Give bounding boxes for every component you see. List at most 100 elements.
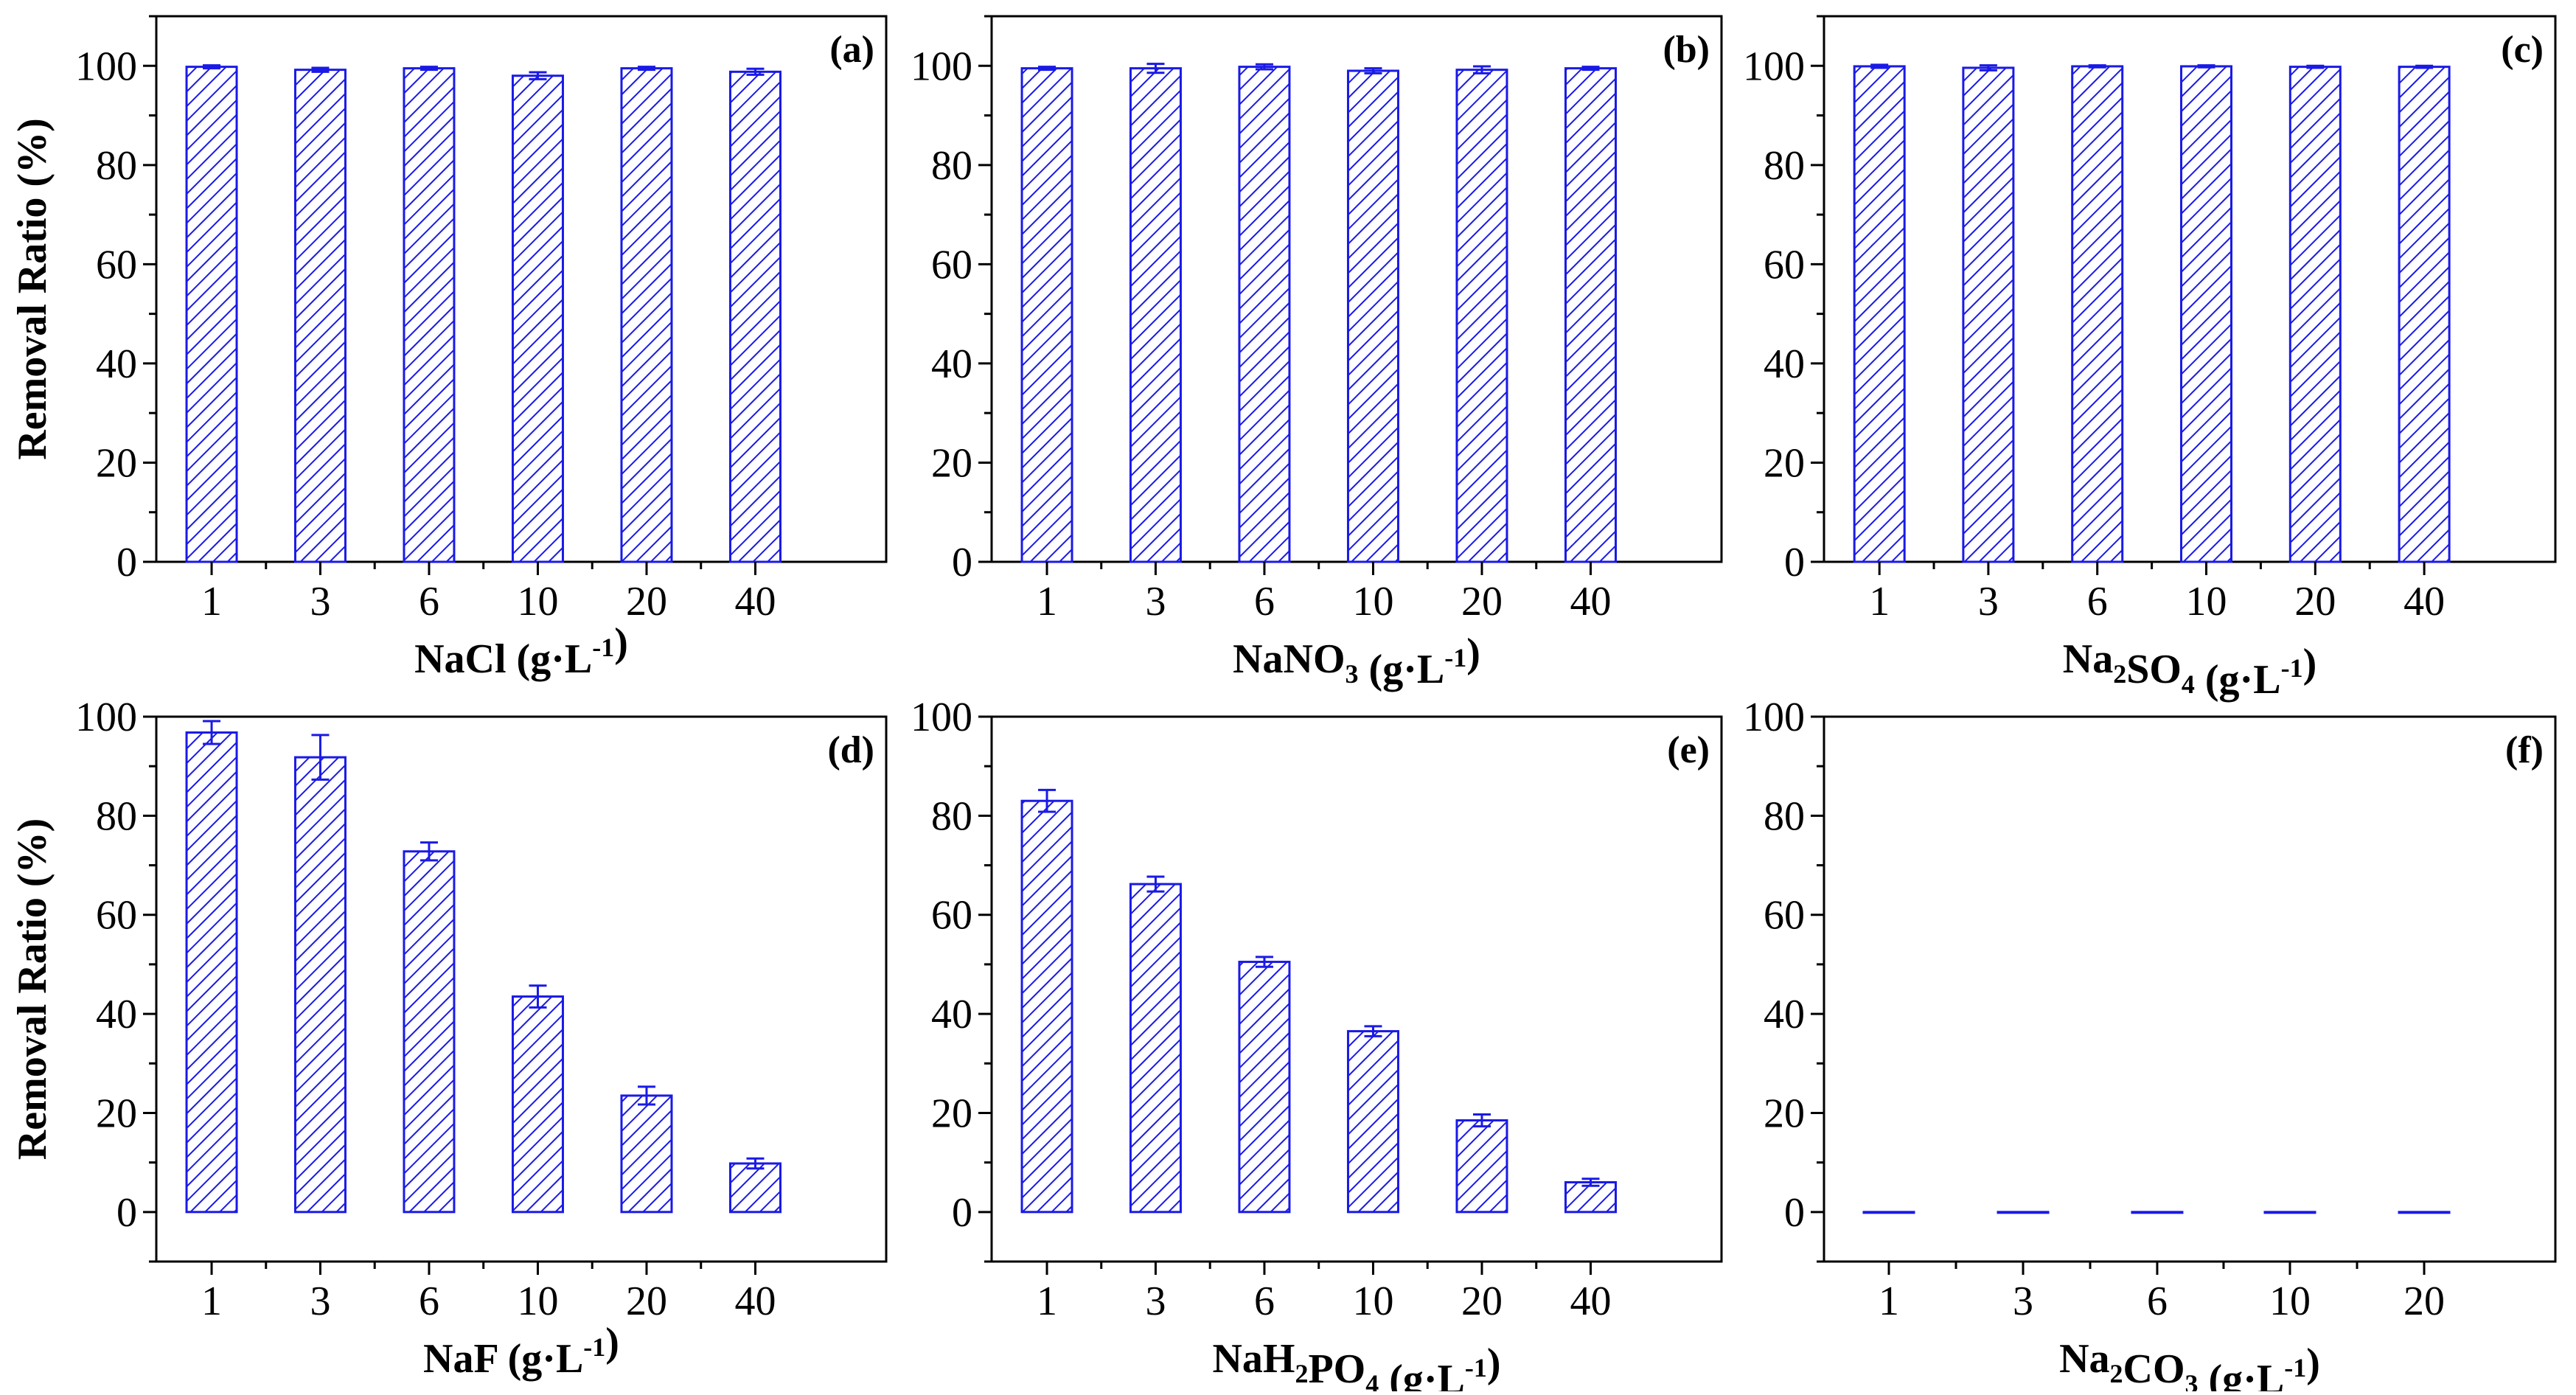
x-tick-label: 10 [1352,579,1393,625]
y-tick-label: 20 [96,440,137,486]
x-tick-label: 1 [1879,1279,1899,1324]
panel-label: (f) [2505,729,2544,771]
bar [1862,1211,1915,1214]
y-tick-label: 20 [96,1090,137,1136]
x-tick-label: 1 [1037,1279,1057,1324]
x-tick-label: 10 [1352,1279,1393,1324]
panel-label: (b) [1663,29,1710,71]
chart-panel-4: 0 20 40 60 80 100 1 3 6 10 20 40 (d) NaF (g·L-1) Remov… [10,695,888,1382]
panel-label: (e) [1667,729,1710,771]
y-tick-label: 100 [1743,695,1805,740]
x-tick-label: 20 [1461,1279,1503,1324]
bar [2131,1211,2184,1214]
x-tick-label: 6 [419,1279,439,1324]
plot-frame [990,715,1723,1263]
x-tick-label: 10 [517,579,558,625]
y-tick-label: 20 [1764,440,1805,486]
bar [1853,65,1906,563]
x-tick-label: 6 [419,579,439,625]
x-axis-title: NaCl (g·L-1) [414,620,628,682]
bar [1455,69,1508,563]
y-tick-label: 20 [931,440,972,486]
bar [1238,961,1291,1214]
x-tick-label: 6 [1254,1279,1275,1324]
y-tick-label: 60 [96,893,137,939]
x-tick-label: 20 [626,1279,667,1324]
bar [1129,883,1182,1214]
x-axis-title: NaH2PO4 (g·L-1) [1212,1336,1500,1391]
bar [2288,66,2342,563]
bar [511,74,564,563]
bar [1962,66,2015,563]
x-tick-label: 3 [1145,579,1166,625]
x-tick-label: 3 [310,579,330,625]
chart-panel-3: 0 20 40 60 80 100 1 3 6 10 20 40 (c) Na2SO4 (g·L-1) [1743,15,2557,703]
x-tick-label: 1 [201,1279,222,1324]
bar [1564,1181,1617,1214]
chart-panel-1: 0 20 40 60 80 100 1 3 6 10 20 40 (a) NaCl (g·L-1) Remo… [10,15,888,682]
y-tick-label: 0 [116,540,137,585]
y-tick-label: 100 [911,695,972,740]
x-tick-label: 40 [734,579,776,625]
x-tick-label: 40 [1570,1279,1611,1324]
y-tick-label: 40 [931,341,972,387]
bar [1129,67,1182,563]
y-tick-label: 0 [952,1190,972,1236]
y-tick-label: 40 [96,341,137,387]
x-axis-title: NaF (g·L-1) [423,1320,619,1382]
x-tick-label: 10 [2269,1279,2311,1324]
chart-panel-2: 0 20 40 60 80 100 1 3 6 10 20 40 (b) NaNO3 (g·L-1) [911,15,1723,692]
y-tick-label: 40 [1764,992,1805,1037]
x-axis-title: Na2SO4 (g·L-1) [2063,636,2317,703]
bar [2180,65,2233,563]
x-tick-label: 6 [2087,579,2108,625]
x-tick-label: 40 [1570,579,1611,625]
plot-frame [1823,715,2557,1263]
panel-label: (c) [2501,29,2544,71]
y-tick-label: 0 [1784,1190,1805,1236]
x-tick-label: 10 [517,1279,558,1324]
y-tick-label: 20 [1764,1090,1805,1136]
bar [511,995,564,1214]
y-axis-title: Removal Ratio (%) [10,118,55,459]
bar [185,66,238,563]
x-tick-label: 3 [1978,579,1999,625]
x-tick-label: 20 [2403,1279,2445,1324]
bar [293,69,347,563]
chart-panel-5: 0 20 40 60 80 100 1 3 6 10 20 40 (e) NaH2PO4 (g·L-1) [911,695,1723,1395]
y-tick-label: 20 [931,1090,972,1136]
bar [293,756,347,1214]
y-tick-label: 60 [931,242,972,288]
y-tick-label: 60 [96,242,137,288]
bar [1238,66,1291,563]
x-tick-label: 40 [734,1279,776,1324]
y-tick-label: 40 [96,992,137,1037]
panel-label: (a) [829,29,874,71]
bar [2071,65,2124,563]
bar [1455,1119,1508,1214]
panel-label: (d) [827,729,874,771]
bar [2398,66,2451,563]
x-axis-title: Na2CO3 (g·L-1) [2059,1336,2320,1391]
y-tick-label: 80 [931,793,972,839]
x-tick-label: 10 [2186,579,2227,625]
bar [1346,1030,1399,1214]
y-tick-label: 40 [1764,341,1805,387]
x-tick-label: 6 [1254,579,1275,625]
y-tick-label: 60 [931,893,972,939]
bar [1346,69,1399,563]
y-tick-label: 100 [75,695,137,740]
x-axis-title: NaNO3 (g·L-1) [1233,630,1480,692]
y-tick-label: 100 [1743,44,1805,89]
x-tick-label: 20 [2294,579,2336,625]
x-tick-label: 20 [626,579,667,625]
bar [620,1094,673,1214]
x-tick-label: 3 [310,1279,330,1324]
chart-panel-6: 0 20 40 60 80 100 1 3 6 10 20 (f) Na2CO3 (g·L-1) [1743,695,2557,1395]
y-tick-label: 40 [931,992,972,1037]
bar [185,731,238,1214]
bar [620,67,673,563]
y-tick-label: 80 [96,143,137,189]
bar [1997,1211,2050,1214]
